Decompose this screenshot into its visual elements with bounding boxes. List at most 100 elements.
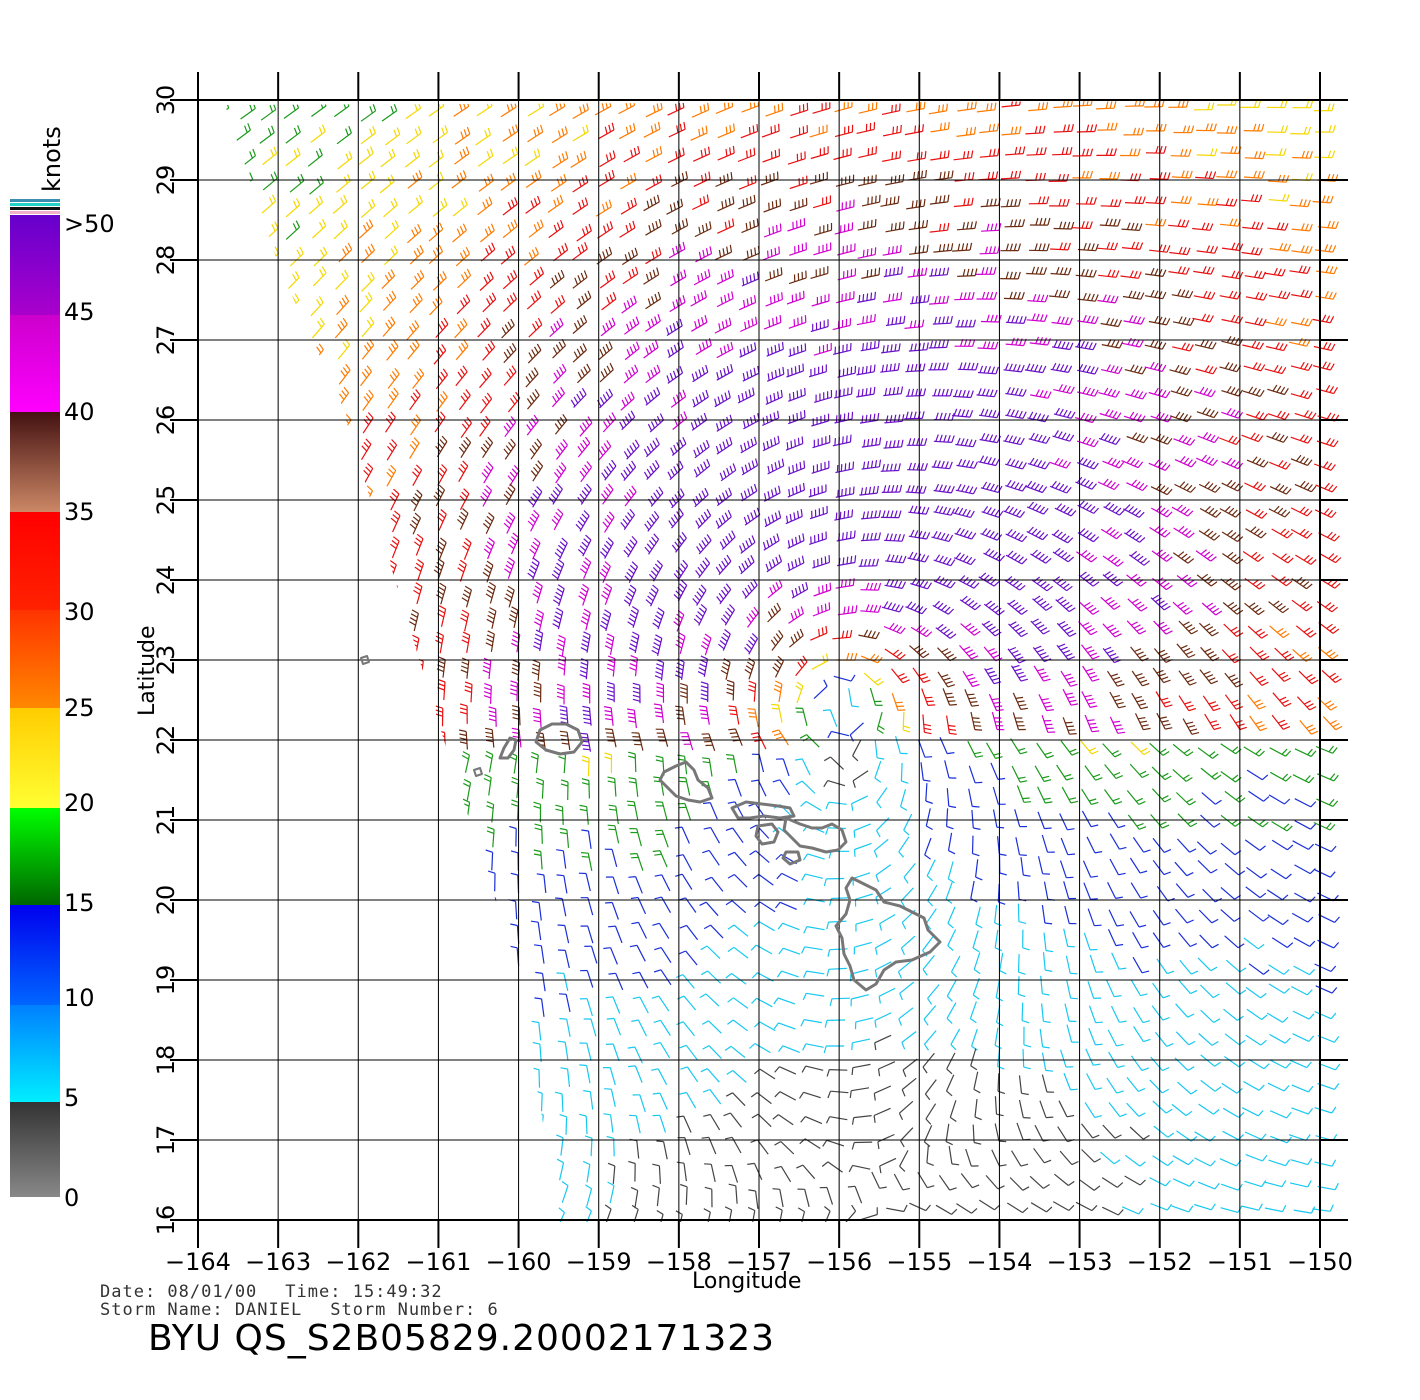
wind-barb bbox=[620, 508, 635, 530]
wind-barb bbox=[631, 732, 644, 751]
wind-barb bbox=[503, 342, 517, 364]
wind-barb bbox=[289, 987, 300, 1010]
wind-barb bbox=[529, 537, 541, 560]
wind-barb bbox=[909, 244, 929, 255]
wind-barb bbox=[668, 241, 686, 259]
wind-barb bbox=[1144, 361, 1167, 372]
wind-barb bbox=[950, 1028, 961, 1051]
wind-barb bbox=[429, 295, 443, 316]
wind-barb bbox=[286, 271, 300, 292]
wind-barb bbox=[631, 921, 648, 939]
wind-barb bbox=[1049, 289, 1071, 299]
wind-barb bbox=[1026, 501, 1049, 515]
wind-barb bbox=[1175, 883, 1195, 898]
legend-label-10: 10 bbox=[64, 984, 95, 1012]
wind-barb bbox=[644, 533, 660, 555]
wind-barb bbox=[456, 294, 471, 315]
wind-barb bbox=[1049, 457, 1071, 469]
wind-barb bbox=[907, 151, 927, 162]
wind-barb bbox=[748, 680, 757, 702]
wind-barb bbox=[530, 751, 539, 774]
wind-barb bbox=[1043, 881, 1056, 901]
wind-barb bbox=[1022, 1049, 1031, 1070]
wind-barb bbox=[1296, 696, 1317, 711]
wind-barb bbox=[774, 1066, 797, 1075]
wind-barb bbox=[368, 916, 376, 939]
wind-barb bbox=[1193, 102, 1215, 111]
wind-barb bbox=[1030, 549, 1052, 564]
nihoa-outline bbox=[360, 655, 370, 665]
wind-barb bbox=[1198, 909, 1219, 924]
wind-barb bbox=[308, 195, 324, 215]
wind-barb bbox=[314, 1086, 326, 1108]
wind-barb bbox=[605, 876, 620, 895]
wind-barb bbox=[579, 804, 589, 825]
wind-barb bbox=[359, 292, 373, 313]
legend-band-5-10 bbox=[10, 1005, 60, 1102]
wind-barb bbox=[700, 1068, 720, 1083]
wind-barb bbox=[556, 1158, 565, 1181]
wind-barb bbox=[1244, 317, 1267, 327]
wind-barb bbox=[459, 1061, 467, 1084]
date-time-line: Date: 08/01/00 Time: 15:49:32 bbox=[100, 1282, 471, 1302]
wind-barb bbox=[874, 760, 882, 783]
wind-barb bbox=[509, 1062, 517, 1084]
wind-barb bbox=[561, 1181, 569, 1203]
lat-tick-label: 27 bbox=[152, 325, 180, 356]
wind-barb bbox=[799, 734, 820, 748]
wind-barb bbox=[531, 659, 541, 681]
wind-barb bbox=[503, 438, 516, 460]
wind-barb bbox=[340, 1110, 352, 1132]
wind-barb bbox=[1195, 549, 1217, 562]
wind-barb bbox=[1267, 410, 1290, 420]
wind-barb bbox=[1249, 715, 1268, 732]
wind-barb bbox=[285, 147, 301, 167]
wind-barb bbox=[267, 919, 279, 941]
wind-barb bbox=[534, 823, 543, 844]
wind-barb bbox=[946, 788, 957, 809]
wind-barb bbox=[992, 809, 1005, 829]
wind-barb bbox=[922, 1052, 935, 1074]
wind-barb bbox=[572, 102, 589, 120]
wind-barb bbox=[1056, 620, 1077, 638]
wind-barb bbox=[774, 1091, 797, 1101]
wind-barb bbox=[981, 223, 1002, 232]
wind-barb bbox=[525, 367, 539, 388]
wind-barb bbox=[1107, 1029, 1124, 1047]
wind-barb bbox=[291, 775, 302, 798]
wind-barb bbox=[509, 996, 519, 1017]
wind-barb bbox=[849, 722, 864, 742]
wind-barb bbox=[507, 391, 521, 413]
wind-barb bbox=[558, 752, 567, 774]
wind-barb bbox=[690, 290, 707, 307]
wind-barb bbox=[851, 1038, 871, 1051]
wind-barb bbox=[923, 1005, 937, 1026]
wind-barb bbox=[289, 824, 300, 846]
wind-barb bbox=[336, 125, 352, 145]
wind-barb bbox=[335, 1156, 349, 1177]
wind-barb bbox=[1059, 813, 1075, 831]
wind-barb bbox=[873, 838, 889, 858]
wind-barb bbox=[1246, 456, 1269, 468]
wind-barb bbox=[754, 1068, 776, 1080]
wind-barb bbox=[720, 604, 736, 626]
wind-barb bbox=[762, 148, 781, 163]
wind-barb bbox=[240, 939, 252, 962]
wind-barb bbox=[905, 388, 927, 397]
wind-barb bbox=[1194, 1157, 1216, 1167]
wind-barb bbox=[1011, 1150, 1029, 1167]
wind-barb bbox=[1200, 1054, 1221, 1067]
wind-barb bbox=[1100, 199, 1122, 208]
wind-barb bbox=[392, 1037, 400, 1060]
wind-barb bbox=[485, 849, 494, 871]
wind-barb bbox=[909, 1202, 931, 1212]
wind-barb bbox=[1245, 1034, 1267, 1046]
wind-barb bbox=[858, 146, 877, 159]
wind-barb bbox=[620, 197, 637, 215]
wind-barb bbox=[1076, 457, 1099, 470]
wind-barb bbox=[933, 483, 955, 494]
wind-barb bbox=[1291, 912, 1314, 923]
wind-barb bbox=[1123, 315, 1146, 325]
wind-barb bbox=[360, 438, 372, 461]
wind-barb bbox=[741, 271, 759, 287]
